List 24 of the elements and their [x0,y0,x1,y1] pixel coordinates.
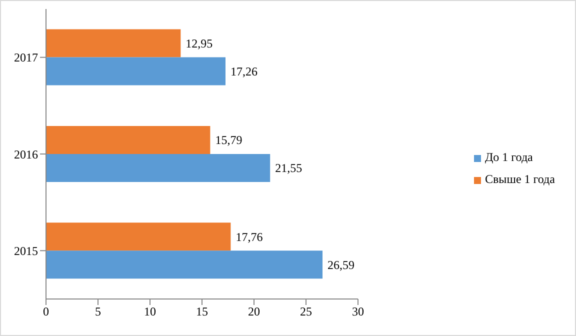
bar [46,29,181,58]
x-tick-label: 0 [43,304,49,319]
x-tick-label: 25 [300,304,312,319]
data-label: 17,76 [236,230,263,244]
y-tick-label: 2015 [14,244,38,258]
y-tick-label: 2016 [14,147,38,162]
x-tick-label: 15 [196,304,208,319]
legend-label: До 1 года [484,150,533,164]
data-label: 26,59 [328,258,355,272]
data-label: 21,55 [275,161,302,176]
bar [46,154,270,182]
data-label: 12,95 [186,36,213,51]
bar [46,57,226,86]
x-tick-label: 10 [144,304,156,319]
x-tick-label: 30 [352,304,364,319]
x-tick-label: 20 [248,304,260,319]
data-label: 15,79 [215,133,242,148]
data-label: 17,26 [230,64,258,79]
bar [46,250,323,279]
y-tick-label: 2017 [14,50,38,65]
bar [46,126,210,154]
bar [46,222,231,251]
legend-label: Свыше 1 года [484,172,555,186]
x-tick-label: 5 [94,304,101,319]
